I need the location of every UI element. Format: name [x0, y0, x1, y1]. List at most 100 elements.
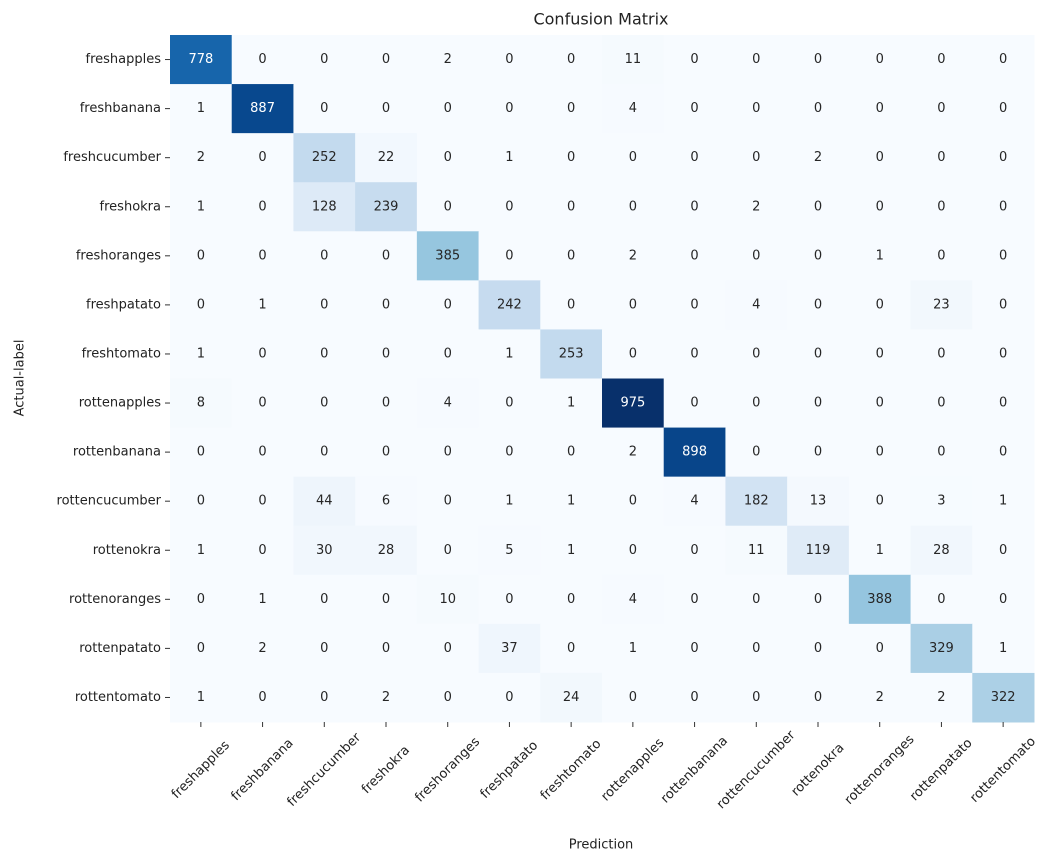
cell-label: 388: [867, 592, 892, 607]
cell-label: 0: [444, 199, 452, 214]
heatmap-cell: [416, 623, 480, 674]
cell-label: 2: [197, 150, 205, 165]
cell-label: 0: [814, 52, 822, 67]
cell-label: 4: [629, 592, 637, 607]
cell-label: 0: [444, 543, 452, 558]
cell-label: 0: [320, 445, 328, 460]
heatmap-cell: [787, 427, 850, 478]
heatmap-cell: [910, 182, 973, 232]
cell-label: 0: [320, 346, 328, 361]
heatmap-cell: [540, 476, 603, 527]
cell-label: 2: [814, 150, 822, 165]
heatmap-cell: [602, 525, 665, 576]
cell-label: 0: [629, 346, 637, 361]
heatmap-cell: [787, 378, 850, 429]
heatmap-cell: [848, 84, 912, 134]
cell-label: 182: [744, 494, 769, 509]
heatmap-cell: [787, 280, 850, 330]
heatmap-cell: [170, 133, 233, 183]
cell-label: 975: [620, 396, 645, 411]
cell-label: 0: [505, 199, 513, 214]
heatmap-cell: [231, 133, 294, 183]
cell-label: 1: [999, 494, 1007, 509]
cell-label: 0: [999, 346, 1007, 361]
cell-label: 0: [690, 641, 698, 656]
heatmap-cell: [416, 476, 480, 527]
y-tick-label: freshbanana: [80, 101, 161, 116]
heatmap-cell: [663, 672, 726, 723]
y-tick-label: rottenpatato: [79, 641, 161, 656]
heatmap-cell: [478, 476, 541, 527]
cell-label: 0: [197, 592, 205, 607]
y-tick-label: freshpatato: [86, 297, 161, 312]
cell-label: 28: [933, 543, 950, 558]
cell-label: 0: [999, 52, 1007, 67]
cell-label: 0: [814, 445, 822, 460]
heatmap-cell: [478, 35, 541, 85]
cell-label: 0: [690, 52, 698, 67]
heatmap-cell: [478, 182, 541, 232]
heatmap-cell: [293, 574, 356, 625]
heatmap-cell: [910, 84, 973, 134]
cell-label: 0: [814, 346, 822, 361]
cell-label: 0: [999, 248, 1007, 263]
heatmap-cell: [848, 623, 912, 674]
cell-label: 0: [876, 396, 884, 411]
cell-label: 1: [505, 150, 513, 165]
heatmap-cell: [663, 133, 726, 183]
heatmap-cell: [848, 35, 912, 85]
cell-label: 0: [320, 396, 328, 411]
cell-label: 0: [444, 297, 452, 312]
heatmap-cell: [972, 133, 1035, 183]
cell-label: 778: [188, 52, 213, 67]
heatmap-cell: [602, 378, 665, 429]
cell-label: 4: [752, 297, 760, 312]
cell-label: 13: [810, 494, 827, 509]
heatmap-cell: [787, 476, 850, 527]
cell-label: 0: [629, 494, 637, 509]
heatmap-cell: [848, 574, 912, 625]
cell-label: 4: [690, 494, 698, 509]
heatmap-cell: [787, 133, 850, 183]
heatmap-cell: [725, 574, 788, 625]
cell-label: 0: [258, 445, 266, 460]
cell-label: 0: [690, 543, 698, 558]
heatmap-cell: [602, 35, 665, 85]
heatmap-cell: [725, 378, 788, 429]
heatmap-cell: [355, 378, 418, 429]
heatmap-cell: [231, 427, 294, 478]
cell-label: 0: [505, 52, 513, 67]
heatmap-cell: [602, 476, 665, 527]
cell-label: 10: [439, 592, 456, 607]
cell-label: 0: [197, 494, 205, 509]
heatmap-cell: [848, 427, 912, 478]
cell-label: 0: [320, 101, 328, 116]
cell-label: 0: [444, 690, 452, 705]
heatmap-cell: [478, 672, 541, 723]
cell-label: 119: [806, 543, 831, 558]
heatmap-cell: [478, 84, 541, 134]
cell-label: 0: [814, 396, 822, 411]
heatmap-cell: [478, 525, 541, 576]
heatmap-cell: [602, 280, 665, 330]
heatmap-cell: [602, 231, 665, 281]
heatmap-cell: [910, 574, 973, 625]
heatmap-cell: [787, 329, 850, 379]
heatmap-cell: [170, 672, 233, 723]
cell-label: 253: [559, 346, 584, 361]
heatmap-cell: [416, 427, 480, 478]
cell-label: 1: [197, 101, 205, 116]
x-axis-label: Prediction: [569, 838, 634, 853]
cell-label: 0: [505, 592, 513, 607]
heatmap-cell: [663, 35, 726, 85]
cell-label: 0: [382, 445, 390, 460]
cell-label: 0: [505, 690, 513, 705]
heatmap-cell: [355, 525, 418, 576]
cell-label: 0: [197, 297, 205, 312]
heatmap-cell: [355, 84, 418, 134]
cell-label: 0: [382, 641, 390, 656]
cell-label: 0: [444, 346, 452, 361]
cell-label: 1: [258, 592, 266, 607]
cell-label: 1: [876, 248, 884, 263]
cell-label: 0: [258, 248, 266, 263]
